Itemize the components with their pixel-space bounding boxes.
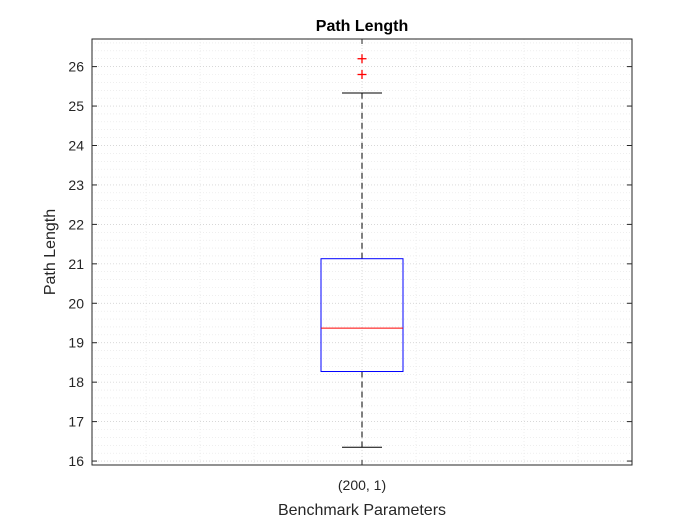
y-tick-label: 21 (68, 256, 84, 272)
y-tick-label: 24 (68, 138, 84, 154)
y-tick-label: 16 (68, 453, 84, 469)
plot-data (320, 54, 404, 448)
y-tick-label: 17 (68, 414, 84, 430)
y-tick-label: 19 (68, 335, 84, 351)
y-tick-label: 23 (68, 177, 84, 193)
y-tick-label: 20 (68, 295, 84, 311)
grid (92, 39, 632, 465)
y-tick-label: 26 (68, 59, 84, 75)
y-axis-label: Path Length (42, 209, 59, 295)
outlier-marker (357, 54, 367, 64)
outlier-marker (357, 70, 367, 79)
x-tick-label: (200, 1) (338, 477, 386, 493)
ticks: 16 17 18 19 20 21 22 23 24 25 26 (200, 1) (68, 39, 632, 493)
y-tick-label: 22 (68, 216, 84, 232)
chart-title: Path Length (316, 18, 408, 35)
iqr-box (320, 258, 404, 373)
x-axis-label: Benchmark Parameters (278, 502, 446, 519)
y-tick-label: 18 (68, 374, 84, 390)
y-tick-label: 25 (68, 98, 84, 114)
